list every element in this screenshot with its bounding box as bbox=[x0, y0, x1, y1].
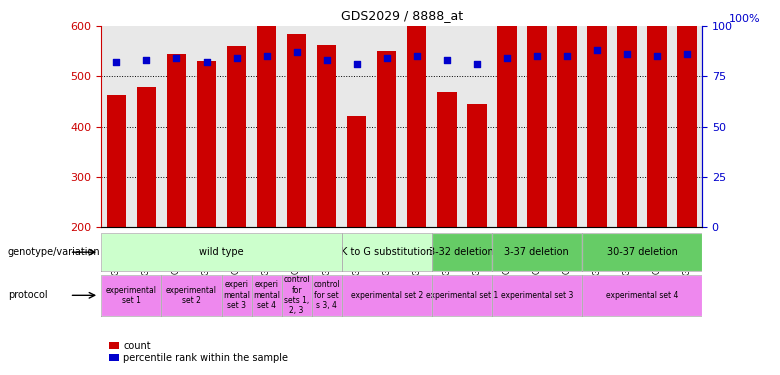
Bar bbox=[407, 0, 427, 227]
Bar bbox=[342, 274, 432, 316]
Text: wild type: wild type bbox=[199, 247, 244, 257]
Text: percentile rank within the sample: percentile rank within the sample bbox=[123, 353, 289, 363]
Bar bbox=[317, 45, 336, 227]
Point bbox=[681, 51, 693, 57]
Bar bbox=[557, 0, 576, 227]
Text: experimental set 4: experimental set 4 bbox=[606, 291, 678, 300]
Bar bbox=[347, 116, 367, 227]
Bar bbox=[467, 104, 487, 227]
Point bbox=[470, 62, 483, 68]
Bar bbox=[432, 274, 492, 316]
Bar bbox=[257, 0, 276, 227]
Bar bbox=[287, 34, 307, 227]
Point bbox=[110, 59, 122, 65]
Point bbox=[381, 56, 393, 62]
Bar bbox=[492, 274, 582, 316]
Point bbox=[140, 57, 153, 63]
Point bbox=[410, 53, 423, 59]
Point bbox=[530, 53, 543, 59]
Point bbox=[200, 59, 213, 65]
Bar bbox=[527, 12, 547, 227]
Text: experimental
set 2: experimental set 2 bbox=[166, 286, 217, 305]
Bar bbox=[161, 274, 222, 316]
Point bbox=[321, 57, 333, 63]
Point bbox=[621, 51, 633, 57]
Bar bbox=[101, 274, 161, 316]
Text: experimental set 1: experimental set 1 bbox=[426, 291, 498, 300]
Point bbox=[441, 57, 453, 63]
Text: control
for set
s 3, 4: control for set s 3, 4 bbox=[314, 280, 340, 310]
Bar bbox=[251, 274, 282, 316]
Point bbox=[501, 56, 513, 62]
Bar bbox=[497, 9, 516, 227]
Point bbox=[561, 53, 573, 59]
Text: 3-32 deletion: 3-32 deletion bbox=[429, 247, 495, 257]
Bar bbox=[136, 87, 156, 227]
Bar bbox=[587, 0, 607, 227]
Bar bbox=[222, 274, 251, 316]
Text: experimental set 2: experimental set 2 bbox=[350, 291, 423, 300]
Bar bbox=[107, 95, 126, 227]
Point bbox=[170, 56, 183, 62]
Text: genotype/variation: genotype/variation bbox=[8, 247, 101, 257]
Bar bbox=[582, 274, 702, 316]
Bar bbox=[167, 54, 186, 227]
Text: experi
mental
set 4: experi mental set 4 bbox=[253, 280, 280, 310]
Text: 100%: 100% bbox=[729, 14, 760, 24]
Bar bbox=[197, 62, 216, 227]
Text: experimental
set 1: experimental set 1 bbox=[106, 286, 157, 305]
Bar bbox=[647, 19, 667, 227]
Point bbox=[290, 50, 303, 55]
Text: K to G substitution: K to G substitution bbox=[341, 247, 432, 257]
Point bbox=[350, 62, 363, 68]
Point bbox=[230, 56, 243, 62]
Point bbox=[590, 47, 603, 53]
Bar bbox=[617, 0, 636, 227]
Point bbox=[651, 53, 663, 59]
Text: experimental set 3: experimental set 3 bbox=[501, 291, 573, 300]
Bar bbox=[282, 274, 312, 316]
Title: GDS2029 / 8888_at: GDS2029 / 8888_at bbox=[341, 9, 463, 22]
Text: experi
mental
set 3: experi mental set 3 bbox=[223, 280, 250, 310]
Bar bbox=[582, 233, 702, 271]
Bar bbox=[432, 233, 492, 271]
Bar bbox=[437, 93, 456, 227]
Bar bbox=[101, 233, 342, 271]
Text: 30-37 deletion: 30-37 deletion bbox=[607, 247, 677, 257]
Point bbox=[261, 53, 273, 59]
Bar bbox=[227, 46, 246, 227]
Text: protocol: protocol bbox=[8, 290, 48, 300]
Text: count: count bbox=[123, 341, 151, 351]
Bar bbox=[342, 233, 432, 271]
Bar bbox=[492, 233, 582, 271]
Bar bbox=[677, 0, 697, 227]
Text: 3-37 deletion: 3-37 deletion bbox=[505, 247, 569, 257]
Text: control
for
sets 1,
2, 3: control for sets 1, 2, 3 bbox=[283, 275, 310, 315]
Bar bbox=[312, 274, 342, 316]
Bar bbox=[377, 51, 396, 227]
